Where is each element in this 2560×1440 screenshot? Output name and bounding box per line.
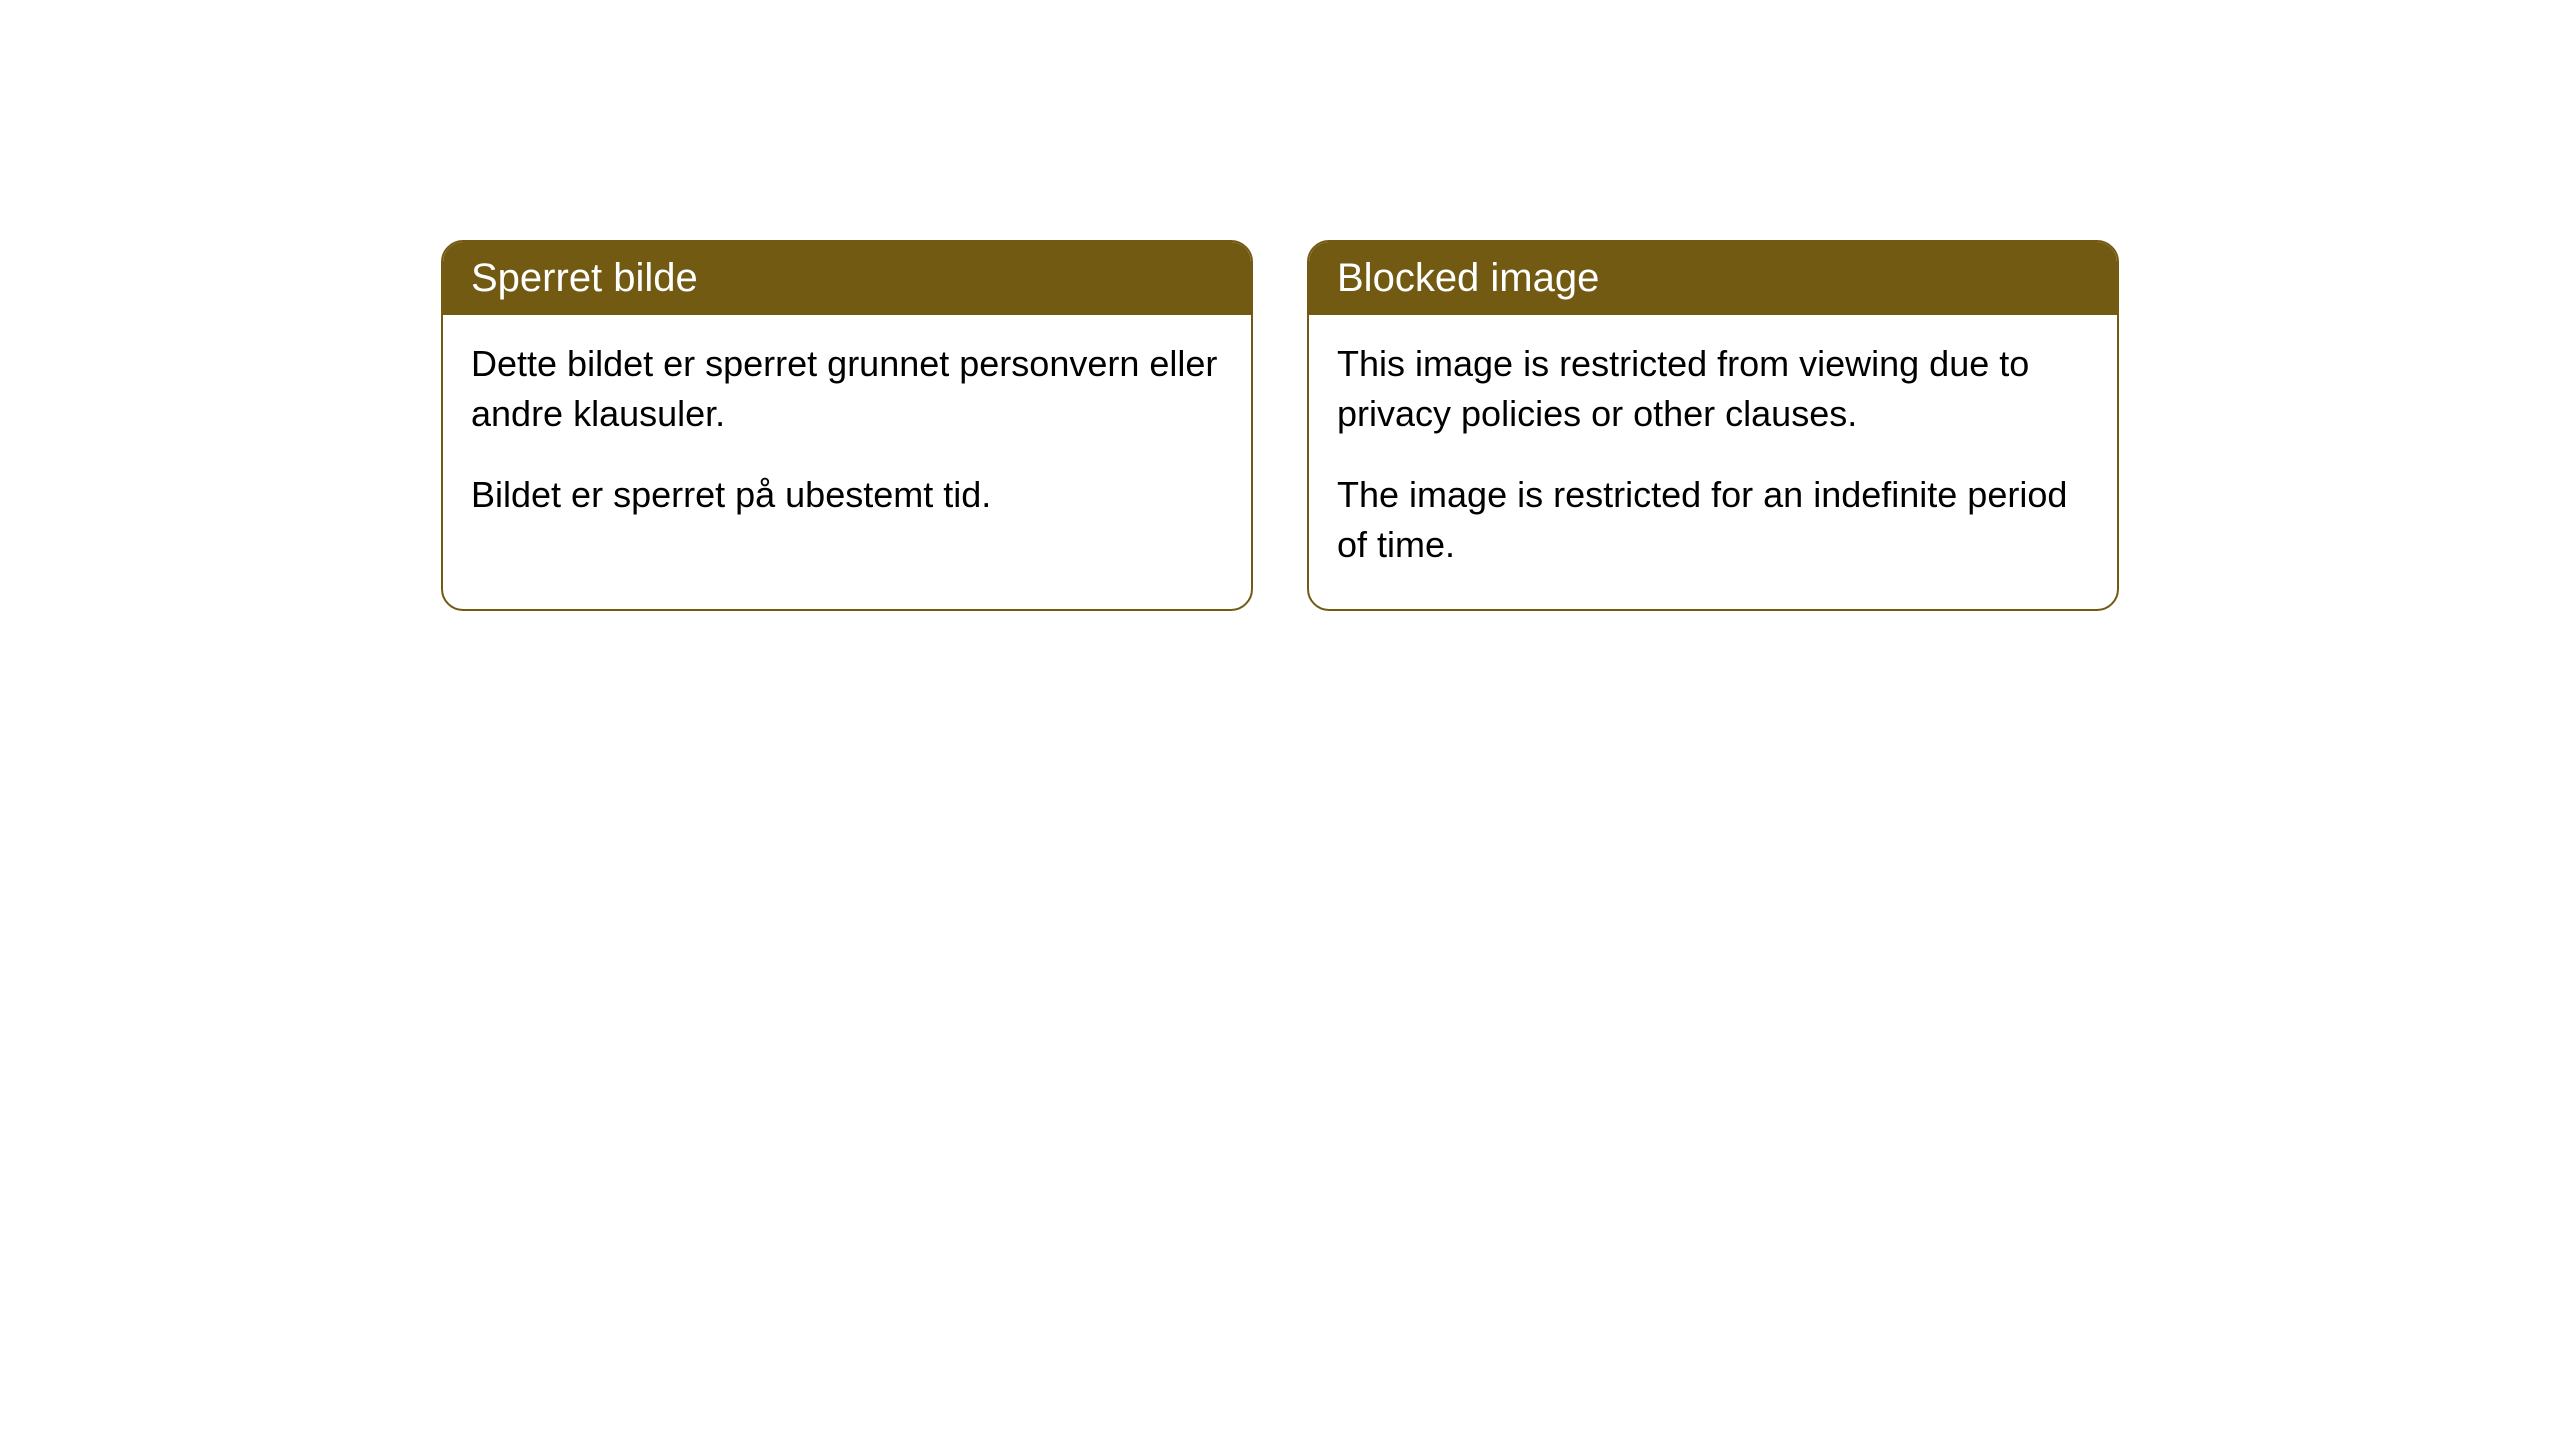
notice-card-english: Blocked image This image is restricted f… (1307, 240, 2119, 611)
card-body-english: This image is restricted from viewing du… (1309, 315, 2117, 609)
card-body-norwegian: Dette bildet er sperret grunnet personve… (443, 315, 1251, 558)
card-paragraph: Bildet er sperret på ubestemt tid. (471, 470, 1223, 520)
card-title: Blocked image (1337, 256, 1599, 300)
card-header-norwegian: Sperret bilde (443, 242, 1251, 315)
card-paragraph: This image is restricted from viewing du… (1337, 339, 2089, 440)
card-header-english: Blocked image (1309, 242, 2117, 315)
card-title: Sperret bilde (471, 256, 698, 300)
notice-card-norwegian: Sperret bilde Dette bildet er sperret gr… (441, 240, 1253, 611)
card-paragraph: Dette bildet er sperret grunnet personve… (471, 339, 1223, 440)
notice-cards-container: Sperret bilde Dette bildet er sperret gr… (441, 240, 2119, 611)
card-paragraph: The image is restricted for an indefinit… (1337, 470, 2089, 571)
